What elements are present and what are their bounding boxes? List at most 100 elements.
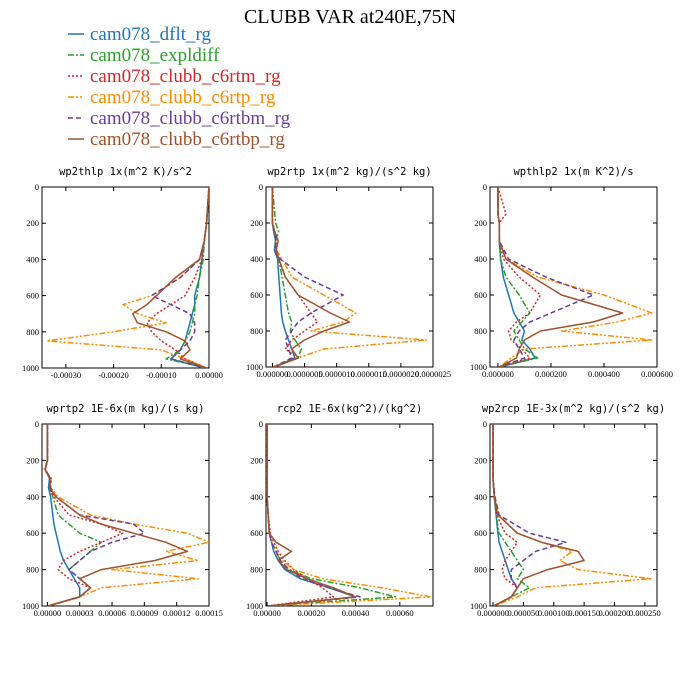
panel-title: wp2rcp 1E-3x(m^2 kg)/(s^2 kg) (482, 403, 665, 415)
y-tick-label: 0 (35, 419, 39, 429)
series-line (131, 187, 209, 368)
chart-panel: wp2rcp 1E-3x(m^2 kg)/(s^2 kg) 0 200 400 600 8… (470, 403, 665, 618)
series-line (497, 187, 536, 367)
y-tick-label: 1000 (470, 601, 487, 611)
x-tick-label: 0.00015 (195, 608, 223, 618)
chart-panel: rcp2 1E-6x(kg^2)/(kg^2) 0 200 400 600 800 1000… (246, 403, 434, 618)
series-line (497, 187, 624, 367)
y-tick-label: 600 (26, 528, 39, 538)
y-tick-label: 0 (259, 182, 263, 192)
x-tick-label: -0.00010 (146, 370, 176, 380)
legend-label: cam078_clubb_c6rtp_rg (90, 87, 276, 108)
y-tick-label: 400 (26, 492, 39, 502)
y-tick-label: 600 (250, 528, 263, 538)
y-tick-label: 0 (483, 419, 487, 429)
y-tick-label: 800 (26, 327, 39, 337)
plot-frame (265, 423, 434, 607)
x-tick-label: 0.00003 (66, 608, 94, 618)
panel-title: wp2rtp 1x(m^2 kg)/(s^2 kg) (267, 166, 431, 178)
panel-title: rcp2 1E-6x(kg^2)/(kg^2) (277, 403, 422, 415)
series-line (266, 424, 357, 606)
y-tick-label: 200 (26, 218, 39, 228)
y-tick-label: 400 (250, 254, 263, 264)
y-tick-label: 1000 (246, 362, 263, 372)
plot-frame (265, 186, 434, 368)
series-group (492, 424, 652, 606)
panels: wp2thlp 1x(m^2 K)/s^2 0 200 400 600 800 1000 -0… (22, 166, 673, 618)
series-group (497, 187, 653, 367)
legend-entry: cam078_clubb_c6rtbm_rg (68, 108, 291, 129)
series-line (271, 187, 303, 367)
x-tick-label: 0.000050 (507, 608, 539, 618)
x-tick-label: 0.00009 (131, 608, 159, 618)
y-tick-label: 1000 (22, 601, 39, 611)
x-tick-label: 0.00000 (253, 608, 281, 618)
chart-panel: wprtp2 1E-6x(m kg)/(s kg) 0 200 400 600 800 10… (22, 403, 223, 618)
y-tick-label: 800 (474, 565, 487, 575)
legend-entry: cam078_expldiff (68, 45, 220, 66)
panel-title: wprtp2 1E-6x(m kg)/(s kg) (46, 403, 204, 415)
x-tick-label: 0.0000020 (383, 369, 419, 379)
x-tick-label: 0.00060 (386, 608, 414, 618)
x-tick-label: 0.000000 (256, 369, 288, 379)
series-line (44, 424, 189, 606)
panel-title: wp2thlp 1x(m^2 K)/s^2 (59, 166, 192, 178)
y-tick-label: 400 (26, 254, 39, 264)
legend-entry: cam078_dflt_rg (68, 24, 212, 45)
series-line (43, 424, 209, 606)
legend-label: cam078_dflt_rg (90, 24, 212, 45)
legend-entry: cam078_clubb_c6rtbp_rg (68, 129, 285, 150)
legend-entry: cam078_clubb_c6rtm_rg (68, 66, 281, 87)
series-group (271, 187, 428, 367)
series-line (271, 187, 351, 367)
y-tick-label: 600 (474, 290, 487, 300)
y-tick-label: 1000 (470, 362, 487, 372)
series-line (271, 187, 296, 367)
x-tick-label: 0.00000 (195, 370, 223, 380)
y-tick-label: 800 (250, 326, 263, 336)
x-tick-label: 0.000100 (538, 608, 570, 618)
y-tick-label: 0 (35, 182, 39, 192)
y-tick-label: 200 (474, 218, 487, 228)
x-tick-label: 0.0000010 (319, 369, 355, 379)
y-tick-label: 200 (250, 455, 263, 465)
plot-frame (489, 186, 658, 368)
y-tick-label: 0 (259, 419, 263, 429)
y-tick-label: 1000 (22, 363, 39, 373)
y-tick-label: 800 (474, 326, 487, 336)
plot-frame (41, 186, 210, 369)
series-line (150, 187, 209, 368)
plot-frame (41, 423, 210, 607)
legend-label: cam078_clubb_c6rtbm_rg (90, 108, 291, 129)
series-line (266, 424, 432, 606)
series-group (43, 424, 209, 606)
y-tick-label: 400 (474, 492, 487, 502)
y-tick-label: 400 (474, 254, 487, 264)
x-tick-label: 0.000400 (588, 369, 620, 379)
series-line (44, 424, 124, 606)
series-line (44, 424, 81, 606)
x-tick-label: 0.0000005 (286, 369, 322, 379)
panel-title: wpthlp2 1x(m K^2)/s (513, 166, 633, 178)
series-group (266, 424, 432, 606)
x-tick-label: -0.00030 (51, 370, 81, 380)
x-tick-label: -0.00020 (98, 370, 128, 380)
plot-frame (489, 423, 658, 607)
x-tick-label: 0.0000015 (351, 369, 387, 379)
y-tick-label: 600 (26, 291, 39, 301)
series-line (266, 424, 361, 606)
figure-title: CLUBB VAR at240E,75N (244, 6, 456, 28)
y-tick-label: 1000 (246, 601, 263, 611)
x-tick-label: 0.00006 (98, 608, 126, 618)
series-line (266, 424, 397, 606)
chart-panel: wp2rtp 1x(m^2 kg)/(s^2 kg) 0 200 400 600 800 1… (246, 166, 451, 379)
y-tick-label: 400 (250, 492, 263, 502)
x-tick-label: 0.000250 (629, 608, 661, 618)
x-tick-label: 0.00040 (342, 608, 370, 618)
x-tick-label: 0.00000 (34, 608, 62, 618)
y-tick-label: 200 (474, 455, 487, 465)
x-tick-label: 0.0000025 (415, 369, 451, 379)
x-tick-label: 0.000000 (477, 608, 509, 618)
legend-label: cam078_clubb_c6rtbp_rg (90, 129, 285, 150)
